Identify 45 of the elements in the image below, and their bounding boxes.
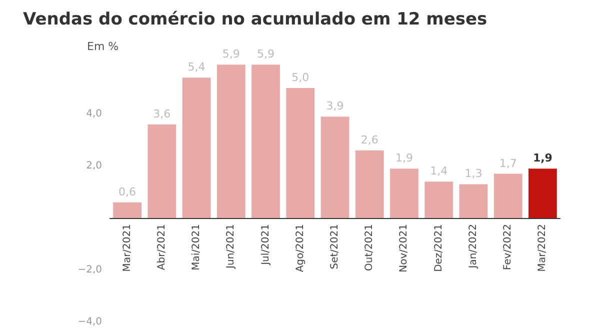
chart-title: Vendas do comércio no acumulado em 12 meses bbox=[23, 10, 488, 30]
x-tick-label: Mar/2021 bbox=[122, 224, 133, 272]
y-tick-label: −2,0 bbox=[78, 264, 102, 276]
x-tick-label: Out/2021 bbox=[364, 224, 376, 271]
bar bbox=[182, 78, 211, 218]
x-tick-label: Mar/2022 bbox=[537, 224, 548, 272]
data-label: 5,4 bbox=[188, 60, 206, 74]
bar bbox=[355, 150, 384, 218]
data-label: 1,4 bbox=[430, 164, 448, 178]
data-label: 1,9 bbox=[532, 152, 552, 165]
x-tick-label: Jul/2021 bbox=[260, 224, 272, 266]
bar bbox=[459, 184, 488, 218]
data-label: 1,3 bbox=[464, 167, 482, 180]
data-label: 0,6 bbox=[118, 185, 136, 198]
x-tick-label: Jan/2022 bbox=[468, 224, 479, 270]
bar bbox=[390, 168, 418, 218]
x-tick-label: Jun/2021 bbox=[226, 224, 237, 270]
x-tick-label: Abr/2021 bbox=[156, 224, 168, 270]
y-tick-label: 4,0 bbox=[86, 108, 102, 120]
x-tick-label: Nov/2021 bbox=[398, 224, 410, 272]
x-tick-label: Set/2021 bbox=[330, 224, 340, 270]
data-label: 3,6 bbox=[153, 107, 171, 120]
x-tick-label: Fev/2022 bbox=[502, 224, 514, 270]
x-tick-label: Dez/2021 bbox=[433, 224, 444, 272]
data-label: 5,9 bbox=[257, 48, 275, 61]
bar bbox=[148, 124, 176, 218]
y-tick-label: 2,0 bbox=[86, 160, 102, 172]
data-label: 5,9 bbox=[222, 48, 240, 61]
data-label: 1,7 bbox=[499, 156, 517, 170]
bar bbox=[113, 202, 142, 218]
bar bbox=[528, 168, 557, 218]
bar bbox=[286, 88, 315, 218]
data-label: 3,9 bbox=[326, 100, 344, 113]
bar bbox=[252, 64, 280, 218]
bar bbox=[320, 116, 350, 218]
y-axis-title: Em % bbox=[87, 40, 119, 53]
data-label: 5,0 bbox=[292, 71, 310, 84]
x-tick-label: Ago/2021 bbox=[294, 224, 306, 272]
data-label: 1,9 bbox=[395, 152, 413, 165]
bar bbox=[494, 174, 522, 218]
bar bbox=[424, 182, 454, 218]
data-label: 2,6 bbox=[360, 133, 378, 146]
y-tick-label: −4,0 bbox=[78, 316, 102, 328]
x-tick-label: Mai/2021 bbox=[191, 224, 202, 270]
bar bbox=[216, 64, 246, 218]
